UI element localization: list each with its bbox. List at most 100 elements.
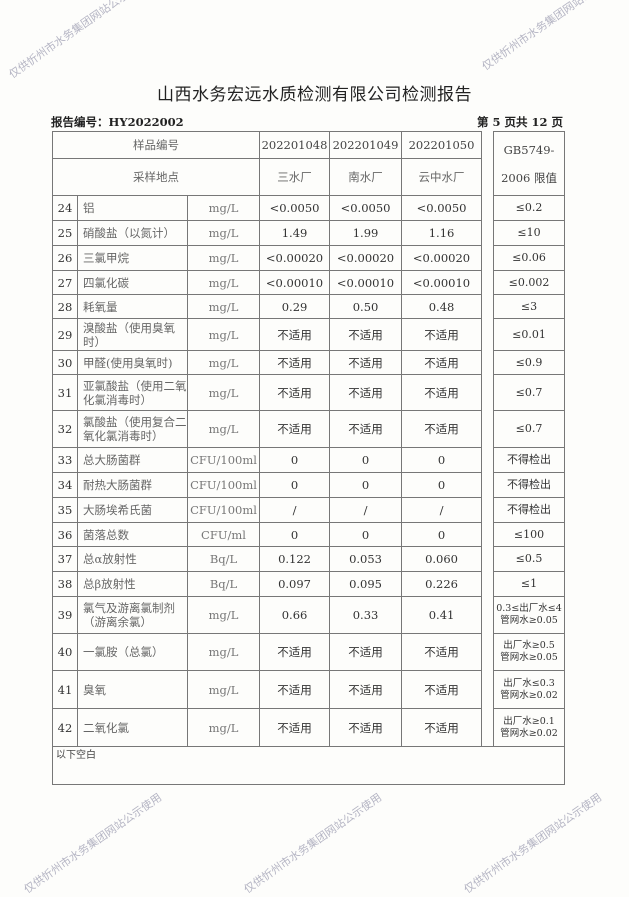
limit-line: 0.3≤出厂水≤4: [496, 603, 562, 614]
table-row: 33 总大肠菌群 CFU/100ml 0 0 0 不得检出: [52, 447, 566, 473]
unit: CFU/100ml: [186, 472, 261, 498]
result-value: 0: [401, 472, 483, 498]
table-row: 25 硝酸盐（以氮计） mg/L 1.49 1.99 1.16 ≤10: [52, 220, 566, 246]
results-table: 样品编号 202201048 202201049 202201050 GB574…: [51, 131, 566, 785]
row-number: 28: [52, 294, 78, 319]
result-value: 不适用: [259, 318, 331, 351]
table-row: 26 三氯甲烷 mg/L <0.00020 <0.00020 <0.00020 ≤0.0…: [52, 245, 566, 271]
watermark: 仅供忻州市水务集团网站公示使用: [6, 0, 150, 82]
result-value: 不适用: [259, 410, 331, 448]
row-number: 40: [52, 633, 78, 671]
limit-value: ≤0.2: [493, 195, 566, 221]
limit-value: ≤1: [493, 571, 566, 597]
unit: Bq/L: [186, 571, 261, 597]
result-value: 不适用: [401, 708, 483, 747]
unit: mg/L: [186, 350, 261, 375]
unit: CFU/ml: [186, 522, 261, 547]
limit-value: ≤10: [493, 220, 566, 246]
limit-value: ≤3: [493, 294, 566, 319]
table-row: 41 臭氧 mg/L 不适用 不适用 不适用 出厂水≤0.3 管网水≥0.02: [52, 670, 566, 709]
result-value: 0.053: [329, 546, 403, 572]
result-value: 不适用: [329, 318, 403, 351]
result-value: 不适用: [401, 318, 483, 351]
limit-line: 出厂水≤0.3: [503, 677, 555, 689]
result-value: 不适用: [329, 708, 403, 747]
page-number: 第 5 页共 12 页: [476, 115, 563, 129]
unit: mg/L: [186, 195, 261, 221]
result-value: 不适用: [329, 410, 403, 448]
table-row: 35 大肠埃希氏菌 CFU/100ml / / / 不得检出: [52, 497, 566, 523]
limit-value: 不得检出: [493, 497, 566, 523]
row-number: 37: [52, 546, 78, 572]
sample-id: 202201048: [259, 131, 331, 159]
table-row: 38 总β放射性 Bq/L 0.097 0.095 0.226 ≤1: [52, 571, 566, 597]
limit-value: ≤0.06: [493, 245, 566, 271]
row-number: 38: [52, 571, 78, 597]
sample-id: 202201050: [401, 131, 483, 159]
result-value: 0: [259, 447, 331, 473]
item-name: 总β放射性: [77, 571, 188, 597]
item-name: 氯气及游离氯制剂（游离余氯）: [77, 596, 188, 634]
limit-value: ≤0.01: [493, 318, 566, 351]
result-value: 1.99: [329, 220, 403, 246]
unit: mg/L: [186, 670, 261, 709]
limit-value: ≤0.7: [493, 410, 566, 448]
result-value: 不适用: [259, 350, 331, 375]
row-number: 39: [52, 596, 78, 634]
table-row: 27 四氯化碳 mg/L <0.00010 <0.00010 <0.00010 ≤0.0…: [52, 270, 566, 295]
result-value: 0.41: [401, 596, 483, 634]
result-value: <0.00010: [401, 270, 483, 295]
result-value: 0: [329, 472, 403, 498]
item-name: 甲醛(使用臭氧时): [77, 350, 188, 375]
table-row: 28 耗氧量 mg/L 0.29 0.50 0.48 ≤3: [52, 294, 566, 319]
standard-label: GB5749-: [503, 142, 555, 157]
table-row: 24 铝 mg/L <0.0050 <0.0050 <0.0050 ≤0.2: [52, 195, 566, 221]
limit-value: 出厂水≤0.3 管网水≥0.02: [493, 670, 566, 709]
limit-value: 不得检出: [493, 472, 566, 498]
table-row: 32 氯酸盐（使用复合二氧化氯消毒时） mg/L 不适用 不适用 不适用 ≤0.7: [52, 410, 566, 448]
limit-value: ≤0.002: [493, 270, 566, 295]
unit: mg/L: [186, 294, 261, 319]
result-value: <0.00020: [329, 245, 403, 271]
unit: CFU/100ml: [186, 447, 261, 473]
item-name: 菌落总数: [77, 522, 188, 547]
watermark: 仅供忻州市水务集团网站公示使用: [21, 790, 165, 897]
row-number: 32: [52, 410, 78, 448]
result-value: 0.122: [259, 546, 331, 572]
sample-site: 云中水厂: [401, 158, 483, 196]
result-value: 不适用: [401, 633, 483, 671]
result-value: 不适用: [259, 633, 331, 671]
item-name: 臭氧: [77, 670, 188, 709]
table-row: 30 甲醛(使用臭氧时) mg/L 不适用 不适用 不适用 ≤0.9: [52, 350, 566, 375]
result-value: /: [329, 497, 403, 523]
unit: mg/L: [186, 220, 261, 246]
unit: mg/L: [186, 596, 261, 634]
unit: mg/L: [186, 708, 261, 747]
result-value: <0.00010: [329, 270, 403, 295]
limit-value: ≤0.9: [493, 350, 566, 375]
unit: mg/L: [186, 410, 261, 448]
result-value: 0: [329, 522, 403, 547]
result-value: 不适用: [329, 670, 403, 709]
item-name: 氯酸盐（使用复合二氧化氯消毒时）: [77, 410, 188, 448]
row-number: 25: [52, 220, 78, 246]
limit-line: 管网水≥0.05: [500, 615, 558, 626]
limit-value: ≤0.5: [493, 546, 566, 572]
item-name: 亚氯酸盐（使用二氧化氯消毒时）: [77, 374, 188, 411]
result-value: 不适用: [329, 633, 403, 671]
result-value: 0: [401, 522, 483, 547]
result-value: <0.00020: [401, 245, 483, 271]
row-number: 33: [52, 447, 78, 473]
row-number: 41: [52, 670, 78, 709]
item-name: 铝: [77, 195, 188, 221]
unit: mg/L: [186, 374, 261, 411]
result-value: 0.226: [401, 571, 483, 597]
result-value: <0.0050: [401, 195, 483, 221]
limit-line: 管网水≥0.02: [500, 727, 558, 739]
row-number: 30: [52, 350, 78, 375]
result-value: 不适用: [259, 708, 331, 747]
limit-value: ≤100: [493, 522, 566, 547]
result-value: 不适用: [259, 670, 331, 709]
result-value: 不适用: [259, 374, 331, 411]
row-number: 24: [52, 195, 78, 221]
